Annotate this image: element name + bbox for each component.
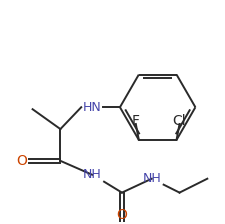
Text: F: F [131,114,139,128]
Text: NH: NH [142,172,160,185]
Text: Cl: Cl [172,114,185,128]
Text: HN: HN [82,101,101,114]
Text: O: O [116,209,127,222]
Text: NH: NH [82,168,101,181]
Text: O: O [16,154,27,168]
